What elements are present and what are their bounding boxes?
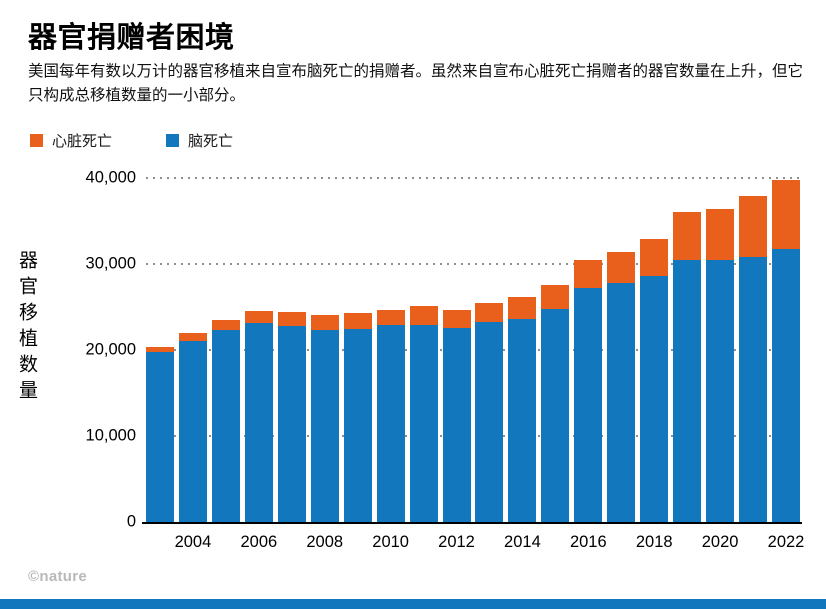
bar-2016-segment-brain-death xyxy=(574,288,603,522)
x-tick-2016: 2016 xyxy=(569,533,607,551)
bar-2017-segment-heart-death xyxy=(607,251,636,283)
bar-2019-segment-brain-death xyxy=(673,259,702,522)
bar-2017 xyxy=(607,251,636,522)
bar-2014-segment-brain-death xyxy=(508,319,537,522)
gridline-10000 xyxy=(146,435,800,437)
bar-2018-segment-brain-death xyxy=(640,276,669,522)
bar-2016 xyxy=(574,259,603,522)
bar-2015 xyxy=(541,284,570,522)
x-tick-2004: 2004 xyxy=(174,533,212,551)
y-axis-title: 器官移植数量 xyxy=(16,250,37,406)
x-tick-2018: 2018 xyxy=(635,533,673,551)
bar-2022-segment-brain-death xyxy=(772,248,800,522)
bar-2017-segment-brain-death xyxy=(607,282,636,522)
bar-2022 xyxy=(772,179,800,522)
bar-2005-segment-heart-death xyxy=(211,319,240,331)
bar-2012-segment-brain-death xyxy=(442,327,471,522)
bar-2007-segment-heart-death xyxy=(277,312,306,326)
bar-2014 xyxy=(508,296,537,522)
x-tick-2022: 2022 xyxy=(767,533,805,551)
legend-item-brain-death: 脑死亡 xyxy=(166,130,233,151)
nature-watermark: ©nature xyxy=(28,568,87,585)
bottom-accent-bar xyxy=(0,599,826,609)
bar-2011-segment-heart-death xyxy=(409,306,438,326)
bar-2008 xyxy=(310,314,339,522)
legend-label-brain-death: 脑死亡 xyxy=(188,133,234,150)
bar-2020 xyxy=(706,208,735,522)
bar-2005-segment-brain-death xyxy=(211,330,240,522)
bar-2011-segment-brain-death xyxy=(409,325,438,522)
bar-2006-segment-heart-death xyxy=(244,311,273,324)
bar-2004-segment-heart-death xyxy=(178,332,207,342)
bar-2005 xyxy=(211,319,240,522)
y-tick-40000: 40,000 xyxy=(85,168,136,187)
bar-2010-segment-brain-death xyxy=(376,325,405,522)
bar-2007-segment-brain-death xyxy=(277,325,306,522)
page-title: 器官捐赠者困境 xyxy=(28,22,235,54)
x-tick-2008: 2008 xyxy=(306,533,344,551)
bar-2003 xyxy=(146,346,174,522)
y-tick-30000: 30,000 xyxy=(85,254,136,273)
bar-2011 xyxy=(409,306,438,522)
bar-2008-segment-heart-death xyxy=(310,314,339,331)
bar-2018-segment-heart-death xyxy=(640,239,669,277)
bar-2013-segment-brain-death xyxy=(475,322,504,522)
bar-2010 xyxy=(376,310,405,522)
bar-2003-segment-heart-death xyxy=(146,346,174,352)
gridline-40000 xyxy=(146,177,800,179)
x-tick-2006: 2006 xyxy=(240,533,278,551)
gridline-30000 xyxy=(146,263,800,265)
bar-2004-segment-brain-death xyxy=(178,341,207,522)
y-tick-0: 0 xyxy=(126,512,136,531)
y-tick-10000: 10,000 xyxy=(85,426,136,445)
bar-2010-segment-heart-death xyxy=(376,310,405,326)
bar-2019 xyxy=(673,212,702,522)
y-tick-20000: 20,000 xyxy=(85,340,136,359)
gridline-20000 xyxy=(146,349,800,351)
legend-label-heart-death: 心脏死亡 xyxy=(52,133,113,150)
bar-2021-segment-brain-death xyxy=(739,257,768,522)
bar-2020-segment-brain-death xyxy=(706,259,735,522)
legend-item-heart-death: 心脏死亡 xyxy=(30,130,112,151)
bar-2006-segment-brain-death xyxy=(244,323,273,522)
legend-swatch-brain-death xyxy=(166,134,180,147)
bar-2012 xyxy=(442,309,471,522)
bar-2012-segment-heart-death xyxy=(442,309,471,328)
bar-2014-segment-heart-death xyxy=(508,296,537,320)
bar-2019-segment-heart-death xyxy=(673,212,702,260)
bar-2004 xyxy=(178,332,207,522)
bar-2021 xyxy=(739,196,768,522)
bar-2016-segment-heart-death xyxy=(574,259,603,289)
bar-2015-segment-heart-death xyxy=(541,284,570,309)
bar-2009-segment-brain-death xyxy=(343,328,372,522)
bar-2009-segment-heart-death xyxy=(343,313,372,329)
bar-2008-segment-brain-death xyxy=(310,330,339,522)
plot-area xyxy=(142,177,802,524)
legend-swatch-heart-death xyxy=(30,134,43,147)
bar-2015-segment-brain-death xyxy=(541,308,570,522)
x-tick-2014: 2014 xyxy=(504,533,541,551)
bar-2009 xyxy=(343,313,372,522)
x-tick-2010: 2010 xyxy=(372,533,409,551)
bar-2020-segment-heart-death xyxy=(706,208,735,260)
x-tick-2020: 2020 xyxy=(701,533,739,551)
bar-2007 xyxy=(277,312,306,522)
bar-2021-segment-heart-death xyxy=(739,196,768,258)
bar-2013-segment-heart-death xyxy=(475,302,504,323)
bar-2018 xyxy=(640,239,669,522)
bar-2022-segment-heart-death xyxy=(772,179,800,249)
chart-legend: 心脏死亡 脑死亡 xyxy=(30,130,233,151)
bar-2006 xyxy=(244,311,273,522)
bar-2003-segment-brain-death xyxy=(146,351,174,522)
x-axis-line xyxy=(142,522,802,524)
x-tick-2012: 2012 xyxy=(438,533,475,551)
chart-subtitle: 美国每年有数以万计的器官移植来自宣布脑死亡的捐赠者。虽然来自宣布心脏死亡捐赠者的… xyxy=(28,63,804,105)
bar-2013 xyxy=(475,302,504,522)
